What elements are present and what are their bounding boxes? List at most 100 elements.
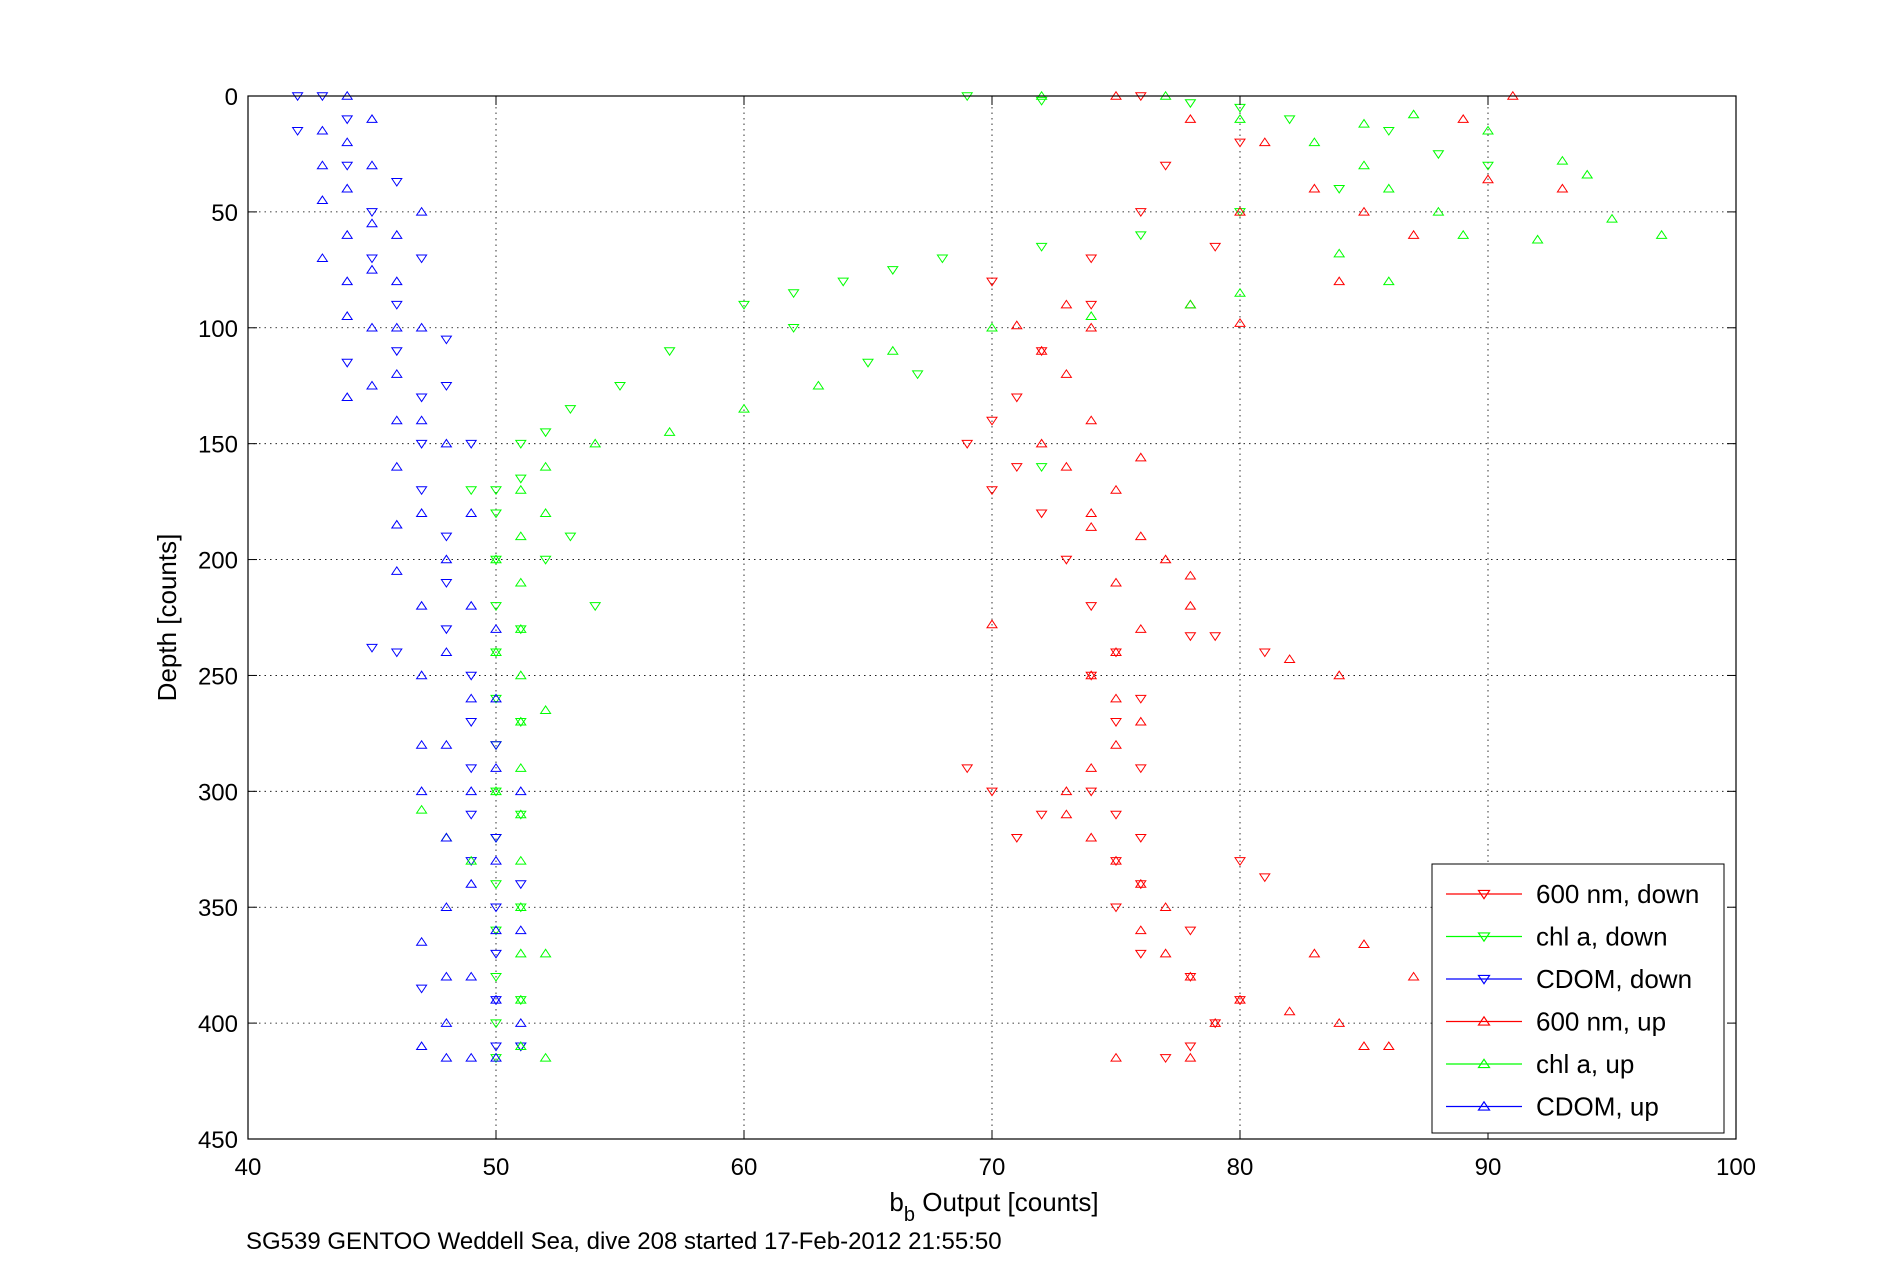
data-point xyxy=(490,880,502,890)
data-point xyxy=(787,324,800,333)
legend-marker xyxy=(1477,889,1491,900)
data-point xyxy=(986,787,998,797)
x-axis-label-main: b xyxy=(889,1187,903,1217)
x-tick-label: 60 xyxy=(731,1154,758,1181)
data-point xyxy=(390,229,403,239)
data-point xyxy=(514,484,527,494)
data-point xyxy=(490,763,502,772)
data-point xyxy=(514,855,527,865)
data-point xyxy=(1655,229,1668,239)
data-point xyxy=(415,486,428,496)
data-point xyxy=(490,486,502,496)
data-point xyxy=(1358,118,1370,128)
data-point xyxy=(1333,670,1346,680)
data-point xyxy=(341,358,354,368)
data-point xyxy=(514,880,527,890)
data-point xyxy=(514,763,527,772)
data-point xyxy=(341,311,354,320)
data-point xyxy=(390,368,403,378)
data-point xyxy=(1010,320,1023,330)
data-point xyxy=(886,345,899,355)
data-point xyxy=(1134,452,1147,462)
data-point xyxy=(1457,114,1470,123)
data-point xyxy=(663,347,676,357)
data-point xyxy=(1531,234,1544,244)
data-point xyxy=(539,508,552,517)
data-point xyxy=(1085,300,1098,310)
data-point xyxy=(514,994,527,1004)
data-point xyxy=(1159,902,1172,911)
data-point xyxy=(440,902,453,911)
legend-label: 600 nm, up xyxy=(1536,1007,1666,1037)
data-point xyxy=(415,936,428,946)
data-point xyxy=(440,832,453,842)
data-point xyxy=(1035,242,1048,252)
data-point xyxy=(1134,833,1147,843)
data-point xyxy=(1457,229,1470,239)
data-point xyxy=(1209,1019,1222,1029)
data-point xyxy=(961,439,974,449)
data-point xyxy=(490,855,502,865)
data-point xyxy=(1159,1054,1172,1064)
data-point xyxy=(490,647,502,657)
series-5 xyxy=(316,90,527,1062)
data-point xyxy=(341,137,354,147)
data-point xyxy=(1134,880,1147,890)
data-point xyxy=(1184,600,1197,610)
data-point xyxy=(1382,1041,1395,1051)
data-point xyxy=(490,554,502,564)
data-point xyxy=(911,370,924,380)
data-point xyxy=(1085,670,1098,680)
data-point xyxy=(1085,311,1098,320)
data-point xyxy=(514,625,527,635)
y-tick-label: 350 xyxy=(198,895,238,922)
data-point xyxy=(1482,161,1494,171)
data-point xyxy=(1358,939,1370,949)
data-point xyxy=(1234,996,1246,1006)
data-point xyxy=(1110,693,1122,703)
data-point xyxy=(1333,184,1346,194)
data-point xyxy=(465,439,478,449)
data-point xyxy=(514,670,527,680)
data-point xyxy=(465,486,478,496)
data-point xyxy=(1234,114,1246,123)
data-point xyxy=(440,1052,453,1062)
data-point xyxy=(341,392,354,402)
data-point xyxy=(1134,716,1147,726)
data-point xyxy=(1184,971,1197,981)
data-point xyxy=(1110,718,1122,727)
data-point xyxy=(415,322,428,332)
data-point xyxy=(440,1017,453,1027)
data-point xyxy=(1134,694,1147,704)
data-point xyxy=(514,809,527,819)
data-point xyxy=(1060,786,1073,796)
x-tick-label: 70 xyxy=(979,1154,1006,1181)
y-tick-label: 300 xyxy=(198,779,238,806)
data-point xyxy=(465,508,478,517)
data-point xyxy=(1085,787,1098,797)
data-point xyxy=(490,1019,502,1029)
data-point xyxy=(1035,438,1048,448)
data-point xyxy=(514,903,527,913)
data-point xyxy=(514,810,527,820)
data-point xyxy=(465,878,478,888)
data-point xyxy=(1110,577,1122,587)
data-point xyxy=(1234,287,1246,297)
data-point xyxy=(490,1042,502,1052)
legend-label: chl a, up xyxy=(1536,1049,1634,1079)
data-point xyxy=(812,380,825,390)
data-point xyxy=(1110,855,1122,865)
data-point xyxy=(465,810,478,820)
data-point xyxy=(1134,531,1147,541)
data-point xyxy=(1060,461,1073,471)
data-point xyxy=(1407,971,1420,981)
data-point xyxy=(465,857,478,867)
data-point xyxy=(490,787,502,797)
data-point xyxy=(490,973,502,982)
data-point xyxy=(1134,231,1147,241)
data-point xyxy=(366,254,378,264)
data-point xyxy=(837,277,850,287)
data-point xyxy=(490,623,502,633)
data-point xyxy=(1358,1041,1370,1051)
data-point xyxy=(986,619,998,629)
